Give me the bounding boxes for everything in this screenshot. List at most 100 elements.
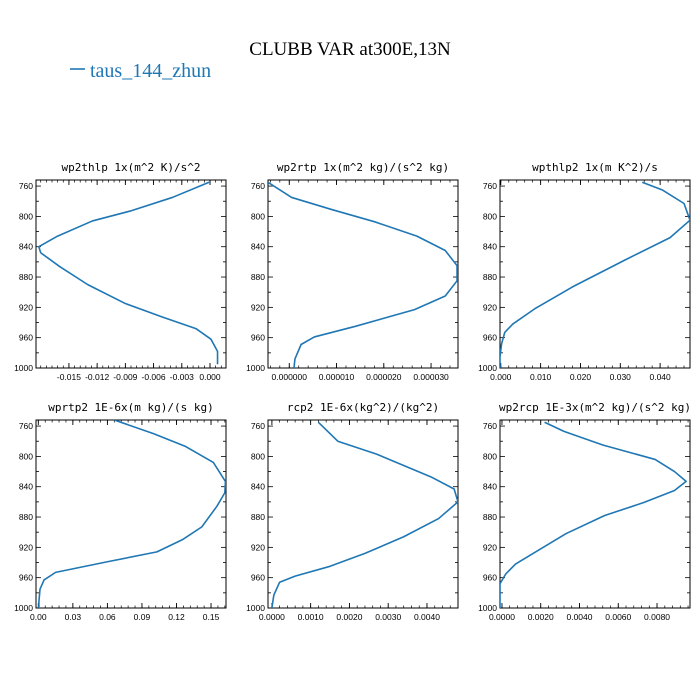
- x-tick-label: 0.0020: [528, 612, 554, 622]
- y-tick-label: 1000: [14, 363, 33, 373]
- y-tick-label: 960: [483, 333, 497, 343]
- x-tick-label: 0.030: [610, 372, 632, 382]
- x-tick-label: -0.006: [142, 372, 166, 382]
- panel-title: wp2rtp 1x(m^2 kg)/(s^2 kg): [277, 161, 449, 174]
- y-tick-label: 880: [251, 272, 265, 282]
- y-tick-label: 800: [251, 211, 265, 221]
- x-tick-label: 0.040: [649, 372, 671, 382]
- x-tick-label: 0.0060: [605, 612, 631, 622]
- legend: taus_144_zhun: [70, 60, 211, 82]
- x-tick-label: 0.0030: [375, 612, 401, 622]
- y-tick-label: 1000: [246, 363, 265, 373]
- figure-title: CLUBB VAR at300E,13N: [249, 39, 451, 60]
- y-tick-label: 760: [251, 421, 265, 431]
- panel-title: wpthlp2 1x(m K^2)/s: [532, 161, 658, 174]
- y-tick-label: 920: [251, 302, 265, 312]
- panel-2: wp2rtp 1x(m^2 kg)/(s^2 kg) 760 800 840 880 92…: [246, 161, 459, 382]
- series-line: [38, 420, 226, 608]
- y-tick-label: 840: [251, 242, 265, 252]
- y-tick-label: 840: [19, 242, 33, 252]
- x-tick-label: 0.0040: [414, 612, 440, 622]
- x-tick-label: 0.000030: [413, 372, 449, 382]
- panel-6: wp2rcp 1E-3x(m^2 kg)/(s^2 kg)760 800 840 88…: [478, 401, 691, 622]
- x-tick-label: 0.0020: [336, 612, 362, 622]
- x-tick-label: 0.00: [30, 612, 47, 622]
- y-tick-label: 760: [251, 181, 265, 191]
- y-tick-label: 840: [483, 482, 497, 492]
- x-tick-label: 0.12: [168, 612, 185, 622]
- y-tick-label: 760: [483, 421, 497, 431]
- x-tick-label: 0.000: [490, 372, 512, 382]
- y-tick-label: 920: [483, 542, 497, 552]
- y-tick-label: 880: [483, 272, 497, 282]
- y-tick-label: 800: [483, 211, 497, 221]
- y-tick-label: 920: [483, 302, 497, 312]
- y-tick-label: 1000: [478, 363, 497, 373]
- y-tick-label: 880: [19, 272, 33, 282]
- y-tick-label: 960: [19, 333, 33, 343]
- y-tick-label: 960: [483, 573, 497, 583]
- plot-frame: [499, 179, 691, 369]
- plot-frame: [499, 419, 691, 609]
- x-tick-label: 0.0010: [298, 612, 324, 622]
- y-tick-label: 960: [251, 573, 265, 583]
- series-line: [271, 421, 458, 608]
- series-line: [500, 181, 690, 368]
- series-line: [268, 181, 458, 368]
- x-tick-label: 0.000010: [319, 372, 355, 382]
- plot-frame: [267, 419, 459, 609]
- x-tick-label: 0.010: [530, 372, 552, 382]
- series-line: [38, 181, 219, 365]
- x-tick-label: 0.15: [203, 612, 220, 622]
- y-tick-label: 960: [251, 333, 265, 343]
- panel-title: rcp2 1E-6x(kg^2)/(kg^2): [287, 401, 439, 414]
- panel-4: wprtp2 1E-6x(m kg)/(s kg) 760 800 840 880 920…: [14, 401, 227, 622]
- x-tick-label: 0.000020: [366, 372, 402, 382]
- y-tick-label: 840: [19, 482, 33, 492]
- y-tick-label: 920: [251, 542, 265, 552]
- y-tick-label: 1000: [478, 603, 497, 613]
- x-tick-label: -0.003: [170, 372, 194, 382]
- y-tick-label: 760: [19, 181, 33, 191]
- x-tick-label: 0.03: [65, 612, 82, 622]
- x-tick-label: -0.009: [113, 372, 137, 382]
- y-tick-label: 960: [19, 573, 33, 583]
- x-tick-label: 0.0000: [489, 612, 515, 622]
- x-tick-label: 0.0080: [644, 612, 670, 622]
- y-tick-label: 760: [19, 421, 33, 431]
- y-tick-label: 920: [19, 542, 33, 552]
- y-tick-label: 880: [251, 512, 265, 522]
- plot-frame: [35, 419, 227, 609]
- y-tick-label: 840: [251, 482, 265, 492]
- x-tick-label: 0.0000: [259, 612, 285, 622]
- y-tick-label: 800: [251, 451, 265, 461]
- x-tick-label: 0.09: [134, 612, 151, 622]
- x-tick-label: 0.0040: [566, 612, 592, 622]
- panel-3: wpthlp2 1x(m K^2)/s 760 800 840 880 920 960 100…: [478, 161, 691, 382]
- y-tick-label: 1000: [246, 603, 265, 613]
- y-tick-label: 840: [483, 242, 497, 252]
- x-tick-label: 0.000: [199, 372, 221, 382]
- y-tick-label: 920: [19, 302, 33, 312]
- panel-title: wprtp2 1E-6x(m kg)/(s kg): [48, 401, 214, 414]
- x-tick-label: -0.015: [57, 372, 81, 382]
- panel-5: rcp2 1E-6x(kg^2)/(kg^2) 760 800 840 880 920 96…: [246, 401, 459, 622]
- legend-label: taus_144_zhun: [90, 60, 211, 82]
- x-tick-label: -0.012: [85, 372, 109, 382]
- panel-title: wp2thlp 1x(m^2 K)/s^2: [61, 161, 200, 174]
- series-line: [500, 421, 687, 608]
- y-tick-label: 1000: [14, 603, 33, 613]
- x-tick-label: 0.020: [570, 372, 592, 382]
- plot-frame: [267, 179, 459, 369]
- panel-1: wp2thlp 1x(m^2 K)/s^2 760 800 840 880 920 960 1…: [14, 161, 227, 382]
- y-tick-label: 760: [483, 181, 497, 191]
- y-tick-label: 800: [19, 211, 33, 221]
- x-tick-label: 0.06: [99, 612, 116, 622]
- panel-grid: wp2thlp 1x(m^2 K)/s^2 760 800 840 880 920 960 1…: [14, 161, 691, 622]
- y-tick-label: 800: [483, 451, 497, 461]
- y-tick-label: 880: [483, 512, 497, 522]
- y-tick-label: 800: [19, 451, 33, 461]
- y-tick-label: 880: [19, 512, 33, 522]
- x-tick-label: 0.000000: [272, 372, 308, 382]
